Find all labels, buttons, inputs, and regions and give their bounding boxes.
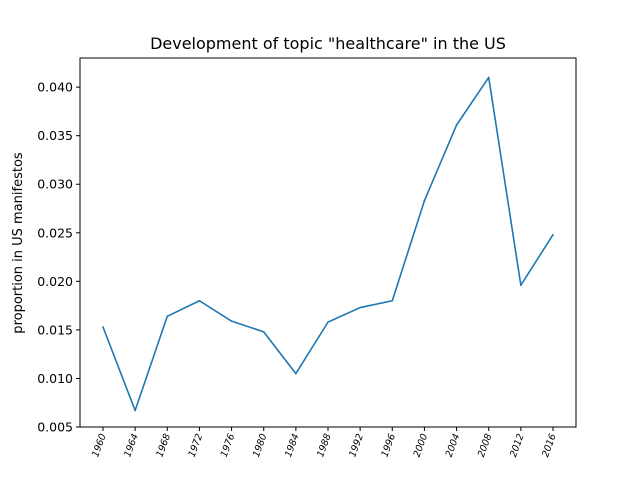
data-point xyxy=(166,315,169,318)
data-point xyxy=(134,409,136,412)
data-point xyxy=(552,233,554,236)
y-tick-label: 0.020 xyxy=(37,274,73,289)
x-axis: 1960 1964 1968 1972 1976 1980 1984 1988 1992 1996… xyxy=(90,427,559,459)
x-tick-label: 1964 xyxy=(122,432,141,458)
x-tick-label: 2012 xyxy=(508,432,527,458)
x-tick-label: 1976 xyxy=(219,432,238,458)
data-point xyxy=(327,321,329,323)
y-tick-label: 0.035 xyxy=(37,128,73,143)
x-tick-label: 2000 xyxy=(412,432,431,458)
y-tick-label: 0.025 xyxy=(37,225,73,240)
x-tick-label: 1988 xyxy=(315,432,334,458)
data-point xyxy=(423,199,426,202)
x-tick-label: 2004 xyxy=(444,432,463,458)
x-tick-label: 2008 xyxy=(476,432,495,458)
y-axis: 0.005 0.010 0.015 0.020 0.025 0.030 0.035 0.040 xyxy=(37,80,80,435)
x-tick-label: 1980 xyxy=(251,432,270,458)
y-tick-label: 0.015 xyxy=(37,322,73,337)
data-point xyxy=(487,76,490,79)
data-point xyxy=(455,124,458,126)
chart-title: Development of topic "healthcare" in the… xyxy=(150,34,506,53)
data-point xyxy=(198,299,201,302)
data-point xyxy=(262,331,265,333)
series-group xyxy=(102,76,554,412)
y-tick-label: 0.030 xyxy=(37,177,73,192)
data-point xyxy=(359,306,361,309)
x-tick-label: 1992 xyxy=(347,432,366,458)
data-point xyxy=(102,326,104,328)
y-axis-title: proportion in US manifestos xyxy=(11,152,26,334)
data-point xyxy=(295,372,297,375)
x-tick-label: 1960 xyxy=(90,432,109,458)
x-tick-label: 1996 xyxy=(379,432,398,458)
y-tick-label: 0.040 xyxy=(37,80,73,95)
series-line xyxy=(102,76,554,412)
x-tick-label: 1972 xyxy=(187,432,206,458)
x-tick-label: 2016 xyxy=(540,432,559,458)
y-tick-label: 0.010 xyxy=(37,371,73,386)
plot-frame xyxy=(79,57,577,428)
x-tick-label: 1984 xyxy=(283,432,302,458)
y-tick-label: 0.005 xyxy=(37,420,73,435)
x-tick-label: 1968 xyxy=(154,432,173,458)
data-point xyxy=(391,299,394,302)
data-point xyxy=(230,320,233,322)
data-point xyxy=(520,284,522,287)
